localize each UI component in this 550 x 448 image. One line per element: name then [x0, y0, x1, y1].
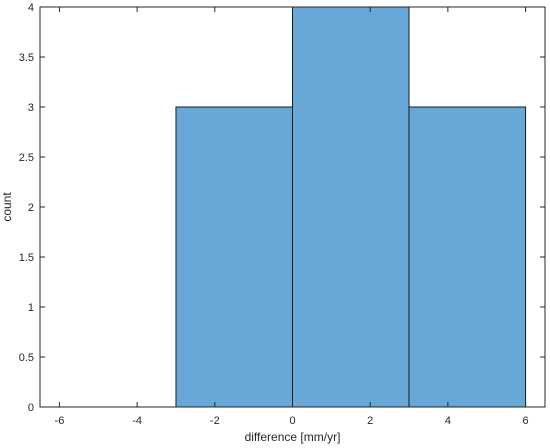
x-tick-label: -2	[210, 415, 220, 427]
y-tick-label: 3	[28, 102, 34, 114]
y-tick-label: 1.5	[19, 252, 34, 264]
x-tick-label: 0	[289, 415, 295, 427]
x-tick-label: 2	[367, 415, 373, 427]
x-tick-label: -6	[55, 415, 65, 427]
x-tick-label: 4	[445, 415, 451, 427]
histogram-bar-1	[292, 6, 410, 408]
y-tick-label: 1	[28, 302, 34, 314]
x-axis-label: difference [mm/yr]	[245, 430, 341, 444]
y-tick-label: 0.5	[19, 352, 34, 364]
y-tick-label: 4	[28, 2, 34, 14]
y-tick-label: 2.5	[19, 152, 34, 164]
y-tick-label: 3.5	[19, 52, 34, 64]
x-tick-label: -4	[132, 415, 142, 427]
x-tick-label: 6	[523, 415, 529, 427]
y-axis-label: count	[0, 192, 14, 222]
histogram-bar-2	[408, 106, 527, 408]
bars-group	[175, 6, 527, 408]
y-tick-label: 0	[28, 402, 34, 414]
y-axis-ticks: 0 0.5 1 1.5 2 2.5 3 3.5 4	[19, 2, 545, 414]
y-tick-label: 2	[28, 202, 34, 214]
x-axis-ticks: -6 -4 -2 0 2 4 6	[55, 7, 529, 427]
histogram-bar-0	[175, 106, 293, 408]
